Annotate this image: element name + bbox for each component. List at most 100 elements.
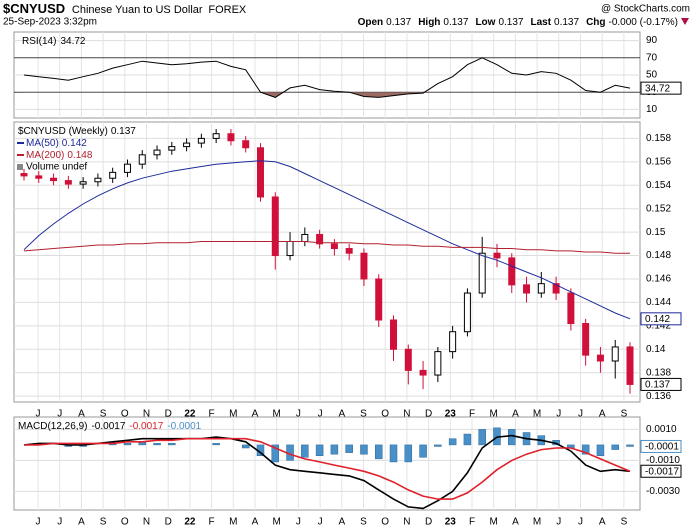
histogram-bar: [508, 429, 516, 446]
histogram-bar: [153, 443, 161, 446]
symbol: $CNYUSD: [3, 1, 65, 16]
candle-body: [286, 240, 294, 257]
stat-label: Open: [358, 17, 384, 28]
stat-label: Last: [530, 17, 551, 28]
indicator-line: [23, 434, 631, 510]
x-tick-label: D: [165, 517, 172, 528]
candle-body: [301, 233, 309, 242]
x-tick-label: M: [273, 409, 281, 420]
x-tick-label: O: [121, 409, 129, 420]
histogram-bar: [360, 444, 368, 455]
histogram-bar: [611, 444, 619, 450]
stat-value: 0.137: [498, 17, 523, 28]
candle-body: [345, 248, 353, 254]
x-tick-label: 23: [445, 409, 457, 420]
x-tick-label: N: [403, 409, 410, 420]
value-box-label: 0.137: [645, 380, 670, 391]
x-tick-label: O: [381, 517, 389, 528]
legend-entry: MA(50) 0.142: [26, 138, 87, 149]
moving-average-line: [23, 160, 631, 320]
panel-frame: [13, 121, 641, 403]
x-tick-label: N: [143, 409, 150, 420]
stat-value: 0.137: [554, 17, 579, 28]
candle-body: [375, 278, 383, 321]
histogram-bar: [330, 444, 339, 455]
candle-body: [242, 140, 250, 149]
legend-name: MACD(12,26,9): [18, 421, 87, 432]
histogram-bar: [374, 444, 383, 460]
legend-swatch: [17, 164, 23, 170]
x-tick-label: J: [318, 517, 323, 528]
x-tick-label: F: [469, 517, 475, 528]
x-tick-label: J: [556, 517, 561, 528]
histogram-bar: [596, 444, 605, 456]
value-box-label: 34.72: [645, 83, 670, 94]
x-tick-label: 22: [184, 517, 196, 528]
y-tick-label: 0.136: [646, 391, 671, 402]
candle-body: [404, 348, 412, 371]
histogram-bar: [448, 438, 457, 446]
stat-label: High: [418, 17, 440, 28]
x-tick-label: S: [360, 517, 367, 528]
histogram-bar: [271, 444, 280, 463]
x-tick-label: A: [599, 409, 606, 420]
candle-body: [611, 346, 619, 362]
candle-body: [508, 257, 516, 286]
x-tick-label: O: [381, 409, 389, 420]
x-tick-label: A: [512, 517, 519, 528]
x-tick-label: J: [318, 409, 323, 420]
legend-value: 0.142: [62, 138, 87, 149]
histogram-bar: [581, 444, 590, 455]
candle-body: [94, 177, 102, 183]
x-tick-label: A: [252, 409, 259, 420]
legend: RSI(14) 34.72: [22, 36, 86, 47]
candle-body: [449, 331, 457, 353]
y-tick-label: 0.158: [646, 133, 671, 144]
candle-body: [64, 180, 72, 185]
candle-body: [419, 369, 427, 376]
candle-body: [626, 346, 634, 385]
x-tick-label: J: [36, 517, 41, 528]
stat-value: -0.000 (-0.17%): [609, 17, 678, 28]
y-tick-label: 10: [646, 104, 658, 115]
x-tick-label: M: [533, 409, 541, 420]
x-tick-label: 22: [184, 409, 196, 420]
y-tick-label: 0.14: [646, 344, 666, 355]
histogram-bar: [301, 444, 309, 458]
histogram-bar: [315, 444, 324, 456]
candle-body: [493, 252, 501, 259]
x-tick-label: F: [209, 517, 215, 528]
x-tick-label: D: [165, 409, 172, 420]
x-tick-label: S: [100, 517, 107, 528]
candle-body: [271, 196, 279, 257]
y-tick-label: 90: [646, 35, 658, 46]
candle-body: [567, 292, 575, 325]
x-tick-label: M: [273, 517, 281, 528]
candle-body: [360, 252, 368, 280]
x-tick-label: D: [425, 409, 432, 420]
candle-body: [109, 171, 117, 179]
legend-note: Volume undef: [26, 162, 87, 173]
candle-body: [582, 323, 590, 356]
candle-body: [153, 149, 161, 156]
legend-value: 34.72: [60, 36, 85, 47]
indicator-line: [23, 57, 631, 98]
candle-body: [523, 284, 531, 294]
y-tick-label: 0.156: [646, 156, 671, 167]
candle-body: [552, 283, 560, 294]
instrument-name: Chinese Yuan to US Dollar: [72, 4, 203, 16]
date: 25-Sep-2023 3:32pm: [3, 17, 97, 28]
y-tick-label: 0.148: [646, 250, 671, 261]
candle-body: [50, 177, 58, 182]
x-tick-label: A: [252, 517, 259, 528]
x-tick-label: S: [621, 517, 628, 528]
y-tick-label: 0.0010: [646, 424, 677, 435]
histogram-bar: [345, 444, 353, 453]
candle-body: [35, 175, 43, 179]
x-tick-label: J: [556, 409, 561, 420]
exchange: FOREX: [208, 4, 247, 16]
candle-body: [596, 354, 604, 362]
indicator-line: [24, 437, 631, 500]
x-tick-label: M: [229, 409, 237, 420]
value-box: [640, 81, 682, 95]
